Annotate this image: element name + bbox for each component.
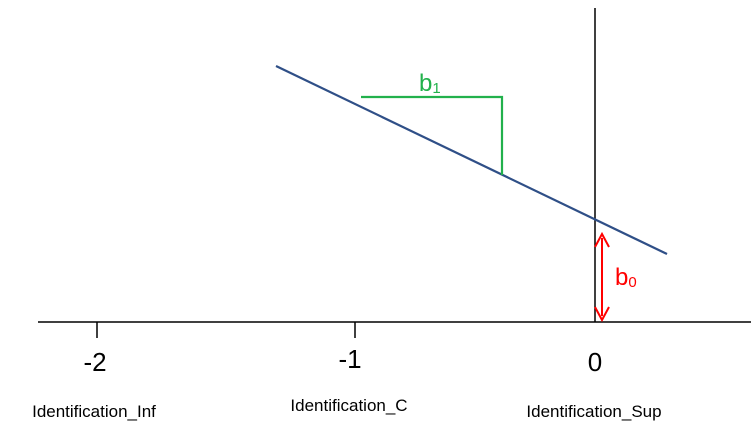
- tick-label-minus-1: -1: [338, 344, 361, 374]
- slope-marker: [361, 95, 504, 175]
- slope-label: b1: [419, 70, 441, 97]
- intercept-arrow: [594, 231, 610, 323]
- category-label-c: Identification_C: [290, 396, 407, 415]
- category-label-inf: Identification_Inf: [32, 402, 156, 421]
- tick-label-zero: 0: [588, 347, 602, 377]
- tick-label-minus-2: -2: [83, 347, 106, 377]
- regression-line: [275, 65, 668, 255]
- intercept-label: b0: [615, 264, 637, 291]
- category-label-sup: Identification_Sup: [526, 402, 661, 421]
